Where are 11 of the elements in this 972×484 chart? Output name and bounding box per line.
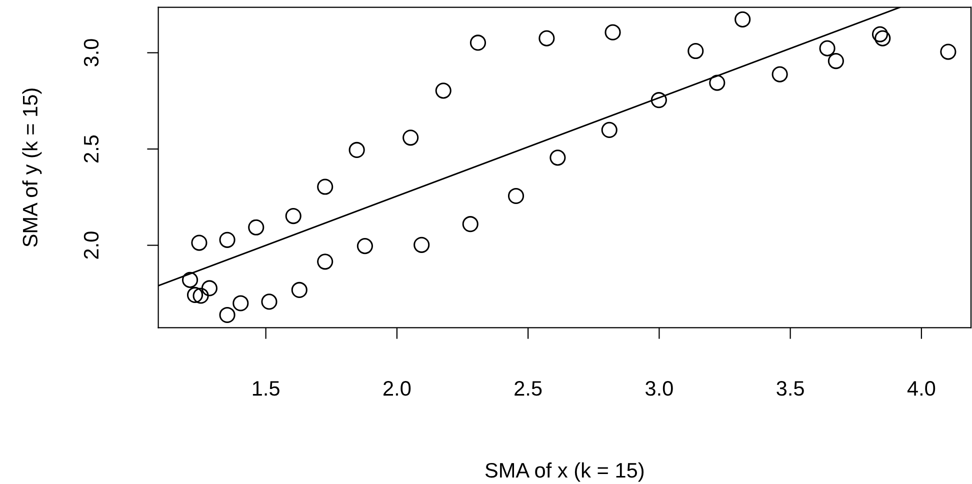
x-tick-label: 2.5	[514, 381, 542, 396]
x-tick-label: 4.0	[907, 381, 936, 396]
x-tick-label: 3.5	[776, 381, 804, 396]
x-tick-label: 1.5	[252, 381, 280, 396]
x-tick-label: 2.0	[384, 381, 411, 396]
y-tick-label: 2.0	[84, 232, 99, 259]
y-tick-label: 3.0	[84, 39, 99, 66]
y-axis-title: SMA of y (k = 15)	[22, 88, 42, 247]
x-axis-title: SMA of x (k = 15)	[485, 462, 644, 482]
x-tick-label: 3.0	[646, 381, 673, 396]
y-tick-label: 2.5	[84, 135, 99, 162]
